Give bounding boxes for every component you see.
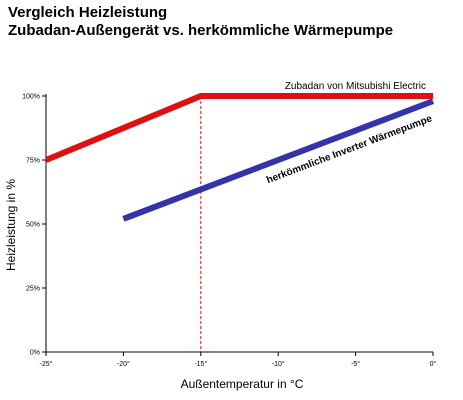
chart-series <box>44 93 435 352</box>
y-tick-label: 50% <box>26 222 40 229</box>
x-tick-label: -5° <box>351 360 360 368</box>
y-tick-label: 75% <box>26 158 40 165</box>
x-tick-label: 0° <box>430 360 437 368</box>
chart-title: Vergleich Heizleistung <box>8 4 168 21</box>
series-line-0 <box>44 93 433 163</box>
series-label-zubadan: Zubadan von Mitsubishi Electric <box>285 81 426 92</box>
series-line-1 <box>122 98 435 222</box>
x-axis-ticks: -25° -20° -15° -10° -5° 0° <box>40 352 437 368</box>
y-tick-label: 0% <box>30 350 40 357</box>
chart-subtitle: Zubadan-Außengerät vs. herkömmliche Wärm… <box>8 22 394 39</box>
y-tick-label: 100% <box>22 94 40 101</box>
y-axis-ticks: 0% 25% 50% 75% 100% <box>22 94 46 357</box>
x-tick-label: -10° <box>272 360 285 368</box>
series-label-inverter: herkömmliche Inverter Wärmepumpe <box>265 113 434 186</box>
y-axis-label: Heizleistung in % <box>4 179 18 271</box>
y-tick-label: 25% <box>26 286 40 293</box>
x-tick-label: -25° <box>40 360 53 368</box>
x-tick-label: -20° <box>117 360 130 368</box>
x-tick-label: -15° <box>194 360 207 368</box>
chart-axes <box>45 94 433 353</box>
x-axis-label: Außentemperatur in °C <box>181 377 304 391</box>
